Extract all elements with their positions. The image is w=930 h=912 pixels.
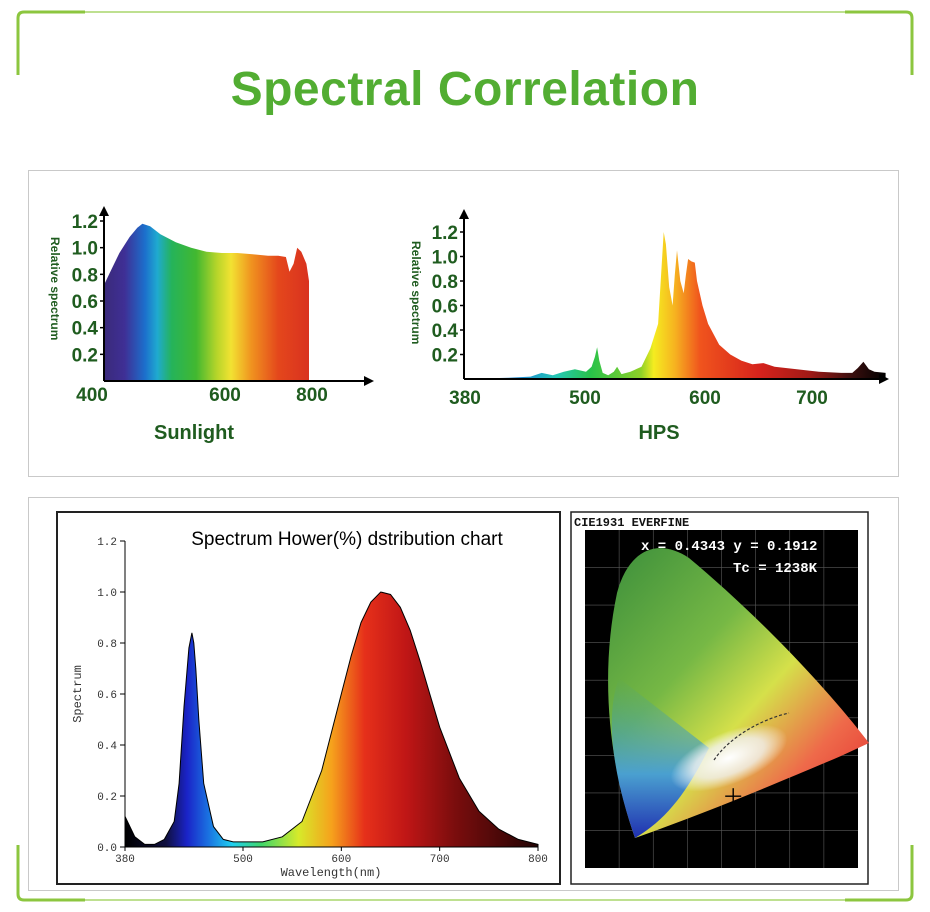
- bottom-panel: 1.2 1.0 0.8 0.6 0.4 0.2 0.0 380 500 600 700 800 Wave…: [28, 497, 899, 891]
- hower-title: Spectrum Hower(%) dstribution chart: [191, 529, 503, 550]
- sunlight-y-tick-label: 0.4: [72, 319, 99, 340]
- hower-y-tick-label: 0.6: [97, 690, 117, 702]
- hps-x-tick-label: 600: [689, 388, 721, 409]
- hps-chart: 1.2 1.0 0.8 0.6 0.4 0.2 380 500 600 700 Relative s…: [409, 209, 889, 444]
- hower-y-tick-label: 0.0: [97, 843, 117, 855]
- sunlight-caption: Sunlight: [154, 422, 234, 444]
- cie-title: CIE1931 EVERFINE: [574, 516, 689, 530]
- hps-x-tick-label: 700: [796, 388, 828, 409]
- hower-y-tick-label: 1.2: [97, 537, 117, 549]
- hps-y-tick-label: 0.4: [432, 321, 459, 342]
- hps-ylabel: Relative spectrum: [409, 241, 423, 344]
- hower-area: [124, 591, 539, 848]
- cie-white-region: [670, 724, 788, 792]
- sunlight-area: [104, 223, 309, 381]
- sunlight-x-arrow: [364, 376, 374, 386]
- cie-readout-tc: Tc = 1238K: [733, 561, 818, 577]
- hps-y-tick-label: 0.2: [432, 346, 458, 367]
- hps-caption: HPS: [638, 422, 679, 444]
- hower-y-tick-label: 0.2: [97, 792, 117, 804]
- cie-blue-region: [611, 678, 709, 838]
- sunlight-y-arrow: [99, 206, 109, 216]
- hps-y-arrow: [459, 209, 469, 219]
- hower-x-tick-label: 380: [115, 854, 135, 866]
- hps-area: [464, 232, 886, 379]
- sunlight-chart: 1.2 1.0 0.8 0.6 0.4 0.2 400 600 800 Relative spec…: [48, 206, 374, 444]
- sunlight-x-tick-label: 400: [76, 385, 108, 406]
- sunlight-y-tick-label: 0.2: [72, 345, 98, 366]
- top-panel-svg: 1.2 1.0 0.8 0.6 0.4 0.2 400 600 800 Relative spec…: [48, 206, 889, 444]
- top-panel: 1.2 1.0 0.8 0.6 0.4 0.2 400 600 800 Relative spec…: [28, 170, 899, 477]
- hps-x-tick-label: 380: [449, 388, 481, 409]
- hps-x-arrow: [879, 374, 889, 384]
- sunlight-y-tick-label: 0.8: [72, 265, 98, 286]
- hps-y-tick-label: 0.6: [432, 297, 458, 318]
- hps-x-tick-label: 500: [569, 388, 601, 409]
- hower-y-tick-label: 1.0: [97, 588, 117, 600]
- cie-chart: CIE1931 EVERFINE x = 0.4343 y = 0.1912 Tc …: [570, 511, 869, 885]
- sunlight-x-tick-label: 800: [296, 385, 328, 406]
- hps-y-tick-label: 0.8: [432, 272, 458, 293]
- sunlight-x-tick-label: 600: [209, 385, 241, 406]
- hower-y-tick-label: 0.8: [97, 639, 117, 651]
- sunlight-y-tick-label: 0.6: [72, 292, 98, 313]
- hower-xlabel: Wavelength(nm): [281, 866, 382, 880]
- cie-readout-xy: x = 0.4343 y = 0.1912: [641, 539, 817, 555]
- hower-x-tick-label: 700: [430, 854, 450, 866]
- hower-y-tick-label: 0.4: [97, 741, 117, 753]
- hower-ylabel: Spectrum: [71, 665, 85, 723]
- cie-planckian-locus: [713, 712, 790, 761]
- page-title: Spectral Correlation: [230, 63, 700, 116]
- sunlight-y-tick-label: 1.0: [72, 239, 98, 260]
- hps-y-tick-label: 1.2: [432, 223, 458, 244]
- hower-x-tick-label: 800: [528, 854, 548, 866]
- hower-x-tick-label: 500: [233, 854, 253, 866]
- sunlight-y-tick-label: 1.2: [72, 212, 98, 233]
- green-frame: [16, 10, 914, 902]
- hps-y-tick-label: 1.0: [432, 248, 458, 269]
- hower-x-tick-label: 600: [331, 854, 351, 866]
- sunlight-ylabel: Relative spectrum: [48, 237, 62, 340]
